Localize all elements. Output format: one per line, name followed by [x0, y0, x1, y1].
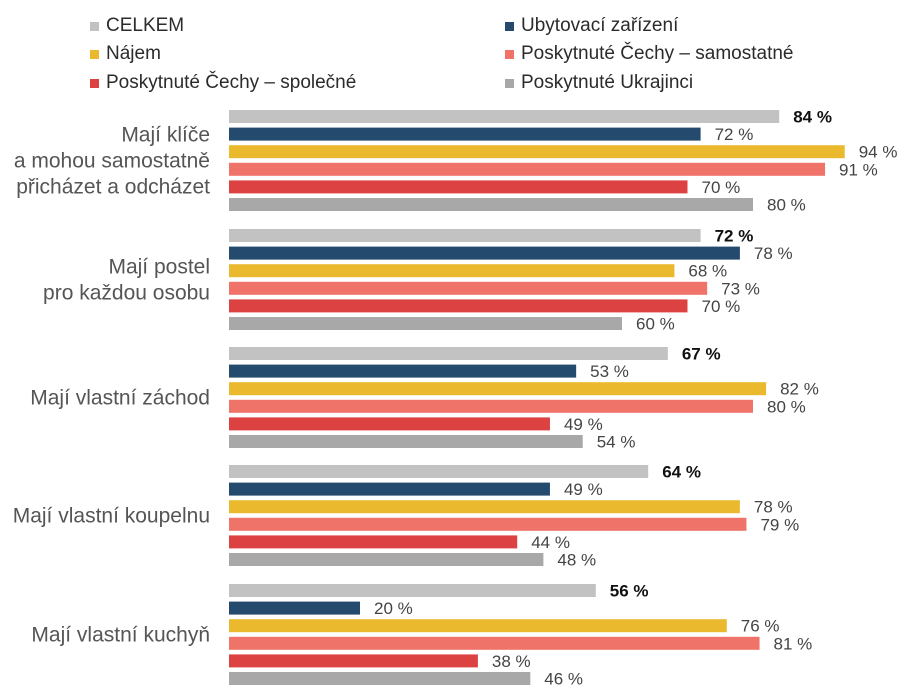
- legend-item: CELKEM: [90, 15, 184, 37]
- bar: [229, 299, 688, 313]
- value-label: 73 %: [721, 279, 760, 298]
- value-label: 49 %: [564, 415, 603, 434]
- bar: [229, 535, 518, 549]
- value-label: 72 %: [715, 125, 754, 144]
- value-label: 81 %: [774, 634, 813, 653]
- bar: [229, 500, 740, 514]
- bar: [229, 127, 701, 141]
- bar: [229, 619, 727, 633]
- bar: [229, 145, 845, 159]
- bar: [229, 264, 675, 278]
- value-label: 38 %: [492, 652, 531, 671]
- value-label: 60 %: [636, 315, 675, 334]
- value-label: 72 %: [715, 227, 754, 246]
- legend-label: Poskytnuté Čechy – samostatné: [521, 43, 794, 64]
- value-label: 44 %: [531, 533, 570, 552]
- value-label: 94 %: [859, 143, 898, 162]
- value-label: 68 %: [688, 262, 727, 281]
- value-label: 91 %: [839, 160, 878, 179]
- bar: [229, 246, 740, 260]
- category-label: Mají vlastní záchod: [30, 387, 210, 410]
- value-label: 76 %: [741, 617, 780, 636]
- bar: [229, 517, 747, 531]
- legend-swatch: [90, 49, 99, 59]
- bar: [229, 180, 688, 194]
- legend-label: Nájem: [106, 43, 161, 64]
- legend-item: Ubytovací zařízení: [505, 15, 678, 37]
- value-label: 53 %: [590, 362, 629, 381]
- bar: [229, 382, 767, 396]
- bar: [229, 636, 760, 650]
- legend-item: Poskytnuté Čechy – společné: [90, 72, 356, 94]
- legend: CELKEM Ubytovací zařízení Nájem Poskytnuté …: [0, 0, 910, 100]
- legend-swatch: [505, 49, 514, 59]
- category-label: přicházet a odcházet: [16, 176, 210, 199]
- legend-swatch: [505, 21, 514, 31]
- bar: [229, 553, 544, 566]
- legend-swatch: [90, 21, 99, 31]
- bar: [229, 435, 583, 448]
- legend-item: Poskytnuté Čechy – samostatné: [505, 43, 793, 65]
- bar: [229, 198, 753, 211]
- legend-label: Ubytovací zařízení: [521, 15, 679, 36]
- category-label: Mají klíče: [121, 124, 210, 147]
- value-label: 84 %: [793, 108, 832, 127]
- value-label: 54 %: [597, 433, 636, 452]
- value-label: 80 %: [767, 397, 806, 416]
- legend-label: Poskytnuté Čechy – společné: [106, 72, 357, 93]
- bar: [229, 162, 826, 176]
- bar: [229, 281, 708, 295]
- legend-item: Nájem: [90, 43, 161, 65]
- bar: [229, 417, 550, 431]
- bar: [229, 584, 596, 597]
- value-label: 46 %: [544, 670, 583, 689]
- value-label: 20 %: [374, 599, 413, 618]
- category-label: Mají vlastní kuchyň: [31, 624, 210, 647]
- legend-label: Poskytnuté Ukrajinci: [521, 72, 694, 93]
- bar: [229, 229, 701, 242]
- bar: [229, 110, 780, 123]
- value-label: 78 %: [754, 498, 793, 517]
- value-label: 48 %: [557, 551, 596, 570]
- category-label: a mohou samostatně: [14, 150, 210, 173]
- legend-swatch: [90, 78, 99, 88]
- value-label: 49 %: [564, 480, 603, 499]
- bar: [229, 465, 649, 478]
- value-label: 82 %: [780, 380, 819, 399]
- bar: [229, 317, 622, 330]
- bar: [229, 347, 668, 360]
- value-label: 80 %: [767, 196, 806, 215]
- value-label: 70 %: [702, 178, 741, 197]
- category-label: pro každou osobu: [43, 282, 210, 305]
- bar: [229, 654, 478, 668]
- bar: [229, 482, 550, 496]
- value-label: 78 %: [754, 244, 793, 263]
- value-label: 70 %: [702, 297, 741, 316]
- category-label: Mají postel: [108, 256, 210, 279]
- category-label: Mají vlastní koupelnu: [13, 505, 210, 528]
- bar: [229, 672, 531, 685]
- value-label: 79 %: [760, 515, 799, 534]
- bar: [229, 364, 577, 378]
- value-label: 64 %: [662, 463, 701, 482]
- legend-item: Poskytnuté Ukrajinci: [505, 72, 693, 94]
- value-label: 56 %: [610, 582, 649, 601]
- value-label: 67 %: [682, 345, 721, 364]
- bar: [229, 601, 360, 615]
- legend-swatch: [505, 78, 514, 88]
- bar: [229, 399, 753, 413]
- legend-label: CELKEM: [106, 15, 185, 36]
